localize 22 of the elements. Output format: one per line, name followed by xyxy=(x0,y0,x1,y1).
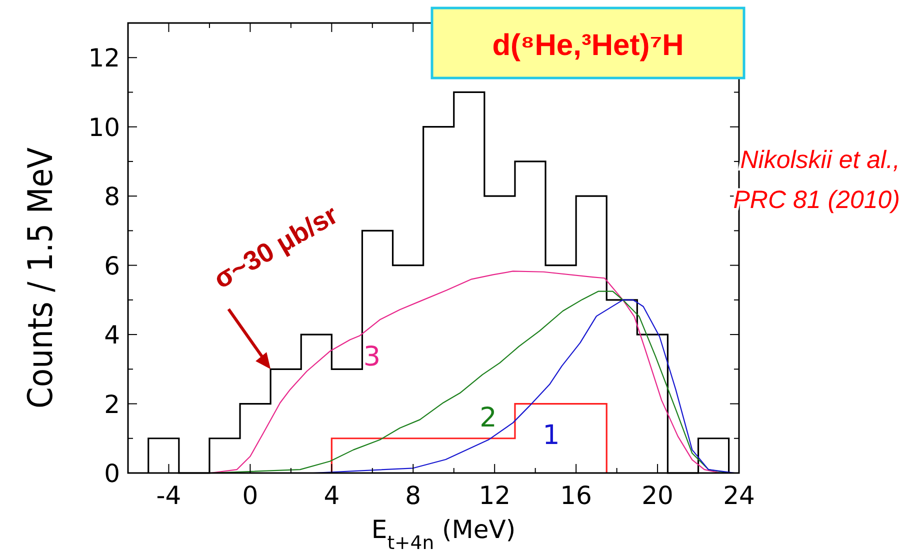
y-tick-label: 8 xyxy=(104,182,120,212)
series-label: 1 xyxy=(542,420,560,452)
y-tick-label: 12 xyxy=(88,44,120,73)
x-tick-label: 16 xyxy=(560,481,592,510)
x-tick-label: 8 xyxy=(405,481,422,510)
x-tick-label: 12 xyxy=(478,481,511,510)
series-label: 3 xyxy=(363,342,381,373)
x-tick-label: 4 xyxy=(324,481,340,510)
y-axis-title: Counts / 1.5 MeV xyxy=(21,147,61,408)
y-tick-label: 6 xyxy=(104,251,120,280)
y-tick-label: 2 xyxy=(104,390,120,419)
x-tick-label: -4 xyxy=(156,481,182,510)
x-tick-label: 24 xyxy=(723,481,755,510)
y-tick-label: 4 xyxy=(104,320,120,350)
x-tick-label: 0 xyxy=(242,481,258,510)
text: Nikolskii et al., xyxy=(740,146,900,174)
y-tick-label: 0 xyxy=(104,459,120,488)
x-axis-title: E$_{t+4n}$ (MeV) xyxy=(371,515,516,554)
y-tick-label: 10 xyxy=(88,112,120,142)
chart-title: d(⁸He,³Het)⁷H xyxy=(492,29,684,62)
series-label: 2 xyxy=(480,402,497,434)
x-tick-label: 20 xyxy=(642,481,674,510)
